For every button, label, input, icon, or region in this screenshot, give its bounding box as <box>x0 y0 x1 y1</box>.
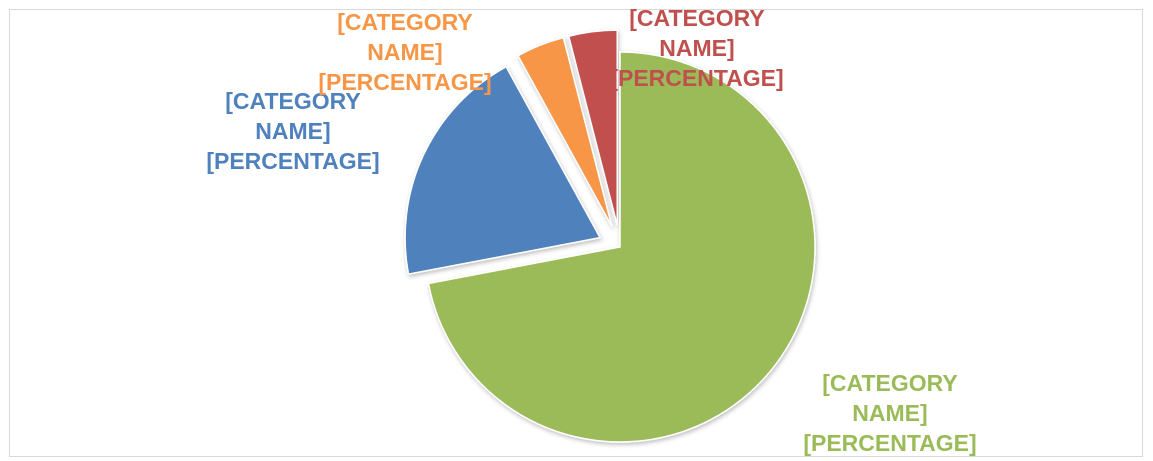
pie-slice <box>404 65 602 276</box>
pie <box>404 29 816 443</box>
pie-slice <box>427 51 816 443</box>
data-label: [CATEGORY NAME] [PERCENTAGE] <box>206 88 379 174</box>
data-label: [CATEGORY NAME] [PERCENTAGE] <box>803 370 976 456</box>
data-label: [CATEGORY NAME] [PERCENTAGE] <box>610 5 783 91</box>
data-label: [CATEGORY NAME] [PERCENTAGE] <box>318 9 491 95</box>
pie-slice <box>516 36 613 227</box>
pie-slice <box>567 29 618 226</box>
